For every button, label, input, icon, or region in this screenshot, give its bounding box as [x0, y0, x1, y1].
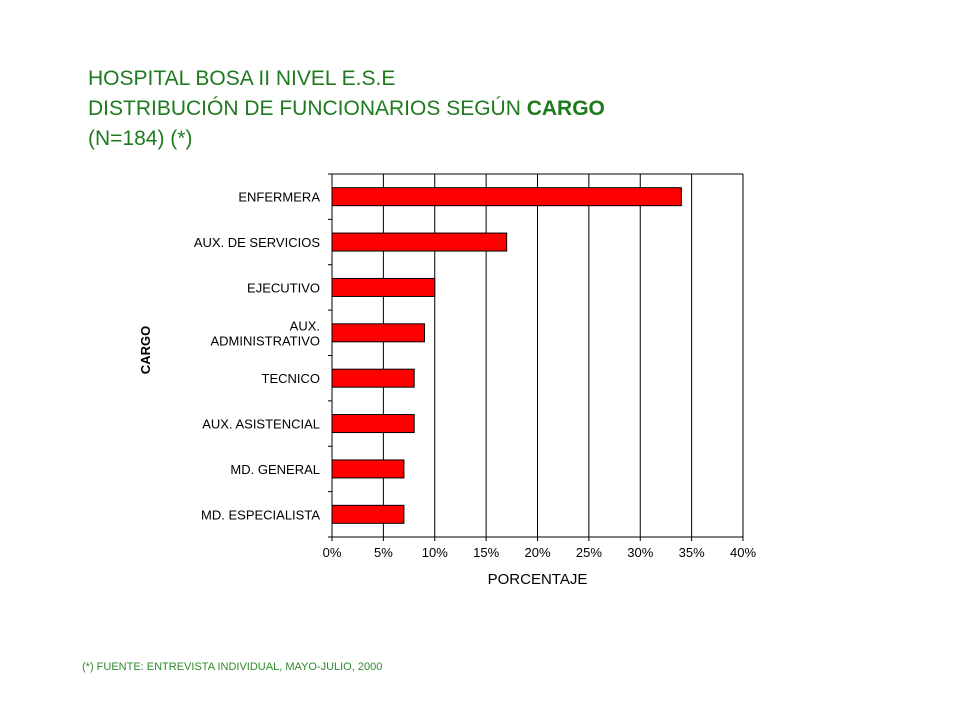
x-tick-label: 20%: [524, 545, 550, 560]
bar: [331, 323, 425, 343]
y-category-label: MD. ESPECIALISTA: [201, 507, 320, 522]
source-footnote: (*) FUENTE: ENTREVISTA INDIVIDUAL, MAYO-…: [82, 661, 383, 673]
bar: [331, 277, 436, 297]
y-category-label: ADMINISTRATIVO: [210, 333, 320, 348]
bar: [331, 504, 405, 524]
title-line-2-bold: CARGO: [526, 97, 605, 120]
x-tick-label: 30%: [627, 545, 653, 560]
x-tick-label: 0%: [323, 545, 342, 560]
y-axis-title: CARGO: [138, 326, 153, 374]
bar: [331, 232, 508, 252]
x-tick-label: 15%: [473, 545, 499, 560]
x-tick-label: 5%: [374, 545, 393, 560]
y-category-label: AUX. DE SERVICIOS: [194, 235, 321, 250]
bar: [331, 368, 415, 388]
y-category-label: AUX.: [290, 318, 320, 333]
chart-title: HOSPITAL BOSA II NIVEL E.S.E DISTRIBUCIÓ…: [88, 64, 605, 154]
bar: [331, 414, 415, 434]
x-axis-title: PORCENTAJE: [488, 571, 588, 588]
title-line-2-text: DISTRIBUCIÓN DE FUNCIONARIOS SEGÚN: [88, 97, 527, 120]
title-line-3: (N=184) (*): [88, 127, 193, 150]
bar: [331, 459, 405, 479]
x-tick-label: 40%: [730, 545, 756, 560]
x-tick-label: 10%: [422, 545, 448, 560]
title-line-1: HOSPITAL BOSA II NIVEL E.S.E: [88, 67, 396, 90]
x-tick-label: 25%: [576, 545, 602, 560]
y-category-label: TECNICO: [262, 371, 321, 386]
x-tick-label: 35%: [679, 545, 705, 560]
title-line-2: DISTRIBUCIÓN DE FUNCIONARIOS SEGÚN CARGO: [88, 94, 605, 124]
bar: [331, 187, 682, 207]
y-category-label: MD. GENERAL: [230, 462, 320, 477]
y-category-label: AUX. ASISTENCIAL: [202, 417, 320, 432]
y-category-label: EJECUTIVO: [247, 280, 320, 295]
y-category-label: ENFERMERA: [238, 190, 320, 205]
